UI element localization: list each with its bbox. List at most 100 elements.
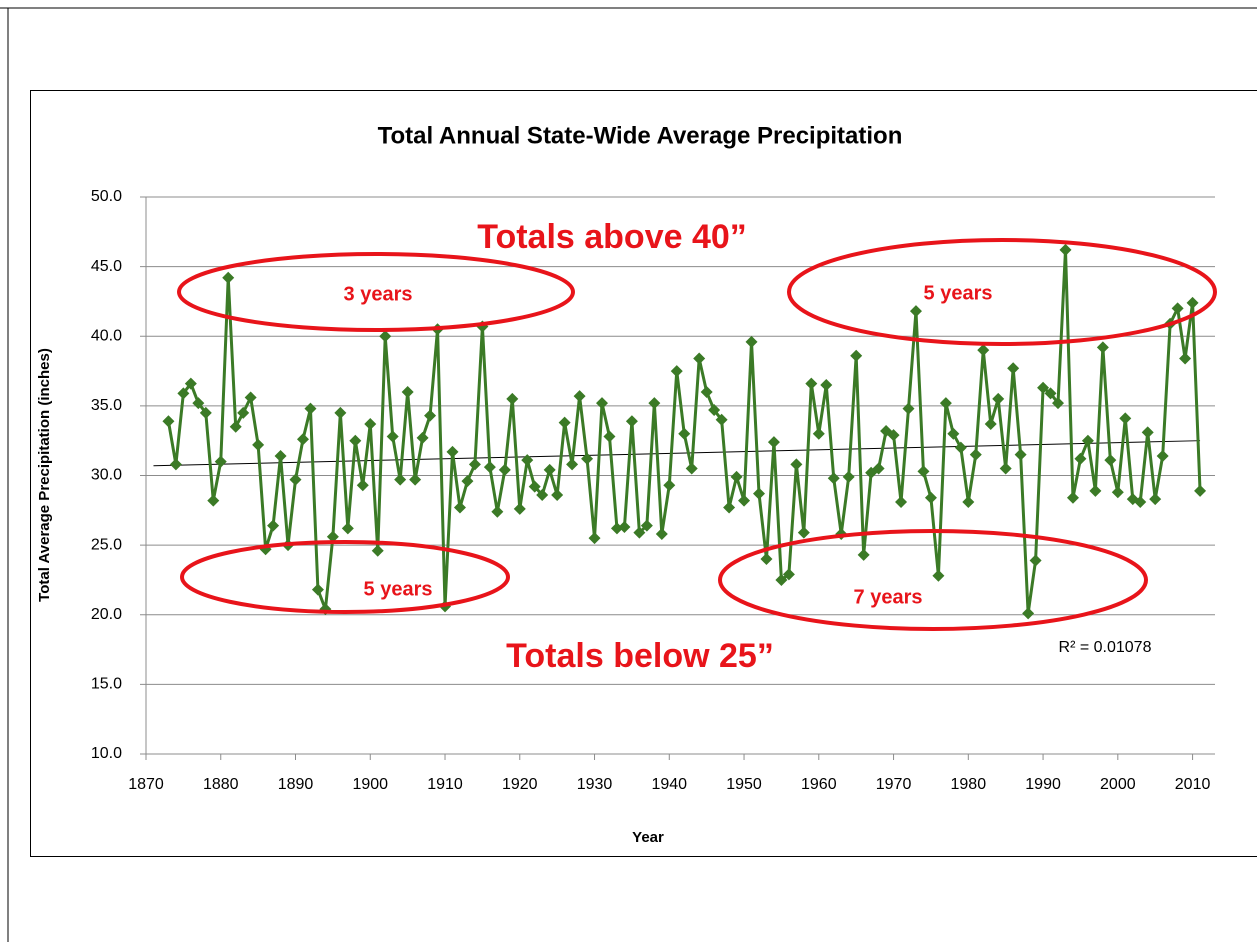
marker	[1007, 362, 1020, 375]
marker	[229, 420, 242, 433]
y-tick-label: 10.0	[91, 745, 122, 762]
marker	[603, 430, 616, 443]
marker	[386, 430, 399, 443]
x-tick-label: 1870	[128, 776, 164, 793]
marker	[296, 433, 309, 446]
x-tick-label: 1950	[726, 776, 762, 793]
marker	[1081, 434, 1094, 447]
marker	[857, 548, 870, 561]
marker	[1052, 397, 1065, 410]
x-tick-label: 2010	[1175, 776, 1211, 793]
marker	[797, 526, 810, 539]
y-tick-label: 45.0	[91, 258, 122, 275]
marker	[573, 390, 586, 403]
marker	[446, 445, 459, 458]
marker	[468, 458, 481, 471]
marker	[334, 406, 347, 419]
marker	[782, 568, 795, 581]
marker	[685, 462, 698, 475]
marker	[633, 526, 646, 539]
x-tick-label: 1900	[352, 776, 388, 793]
marker	[416, 431, 429, 444]
marker	[1134, 495, 1147, 508]
marker	[954, 441, 967, 454]
marker	[610, 522, 623, 535]
marker	[551, 488, 564, 501]
x-tick-label: 1940	[651, 776, 687, 793]
marker	[924, 491, 937, 504]
annotation: 3 years	[344, 283, 413, 305]
y-tick-label: 25.0	[91, 536, 122, 553]
marker	[775, 573, 788, 586]
marker	[872, 462, 885, 475]
marker	[1066, 491, 1079, 504]
marker	[1119, 412, 1132, 425]
ellipse	[718, 529, 1148, 631]
marker	[498, 463, 511, 476]
marker	[1141, 426, 1154, 439]
marker	[409, 473, 422, 486]
marker	[827, 472, 840, 485]
marker	[274, 450, 287, 463]
marker	[670, 365, 683, 378]
marker	[640, 519, 653, 532]
x-tick-label: 1910	[427, 776, 463, 793]
marker	[730, 470, 743, 483]
marker	[244, 391, 257, 404]
marker	[999, 462, 1012, 475]
annotation: Totals below 25”	[506, 637, 774, 675]
y-tick-label: 30.0	[91, 467, 122, 484]
marker	[715, 413, 728, 426]
marker	[289, 473, 302, 486]
marker	[618, 521, 631, 534]
marker	[842, 470, 855, 483]
marker	[745, 335, 758, 348]
y-axis-label: Total Average Precipitation (inches)	[36, 348, 53, 602]
marker	[850, 349, 863, 362]
marker	[977, 344, 990, 357]
marker	[349, 434, 362, 447]
marker	[207, 494, 220, 507]
marker	[326, 530, 339, 543]
marker	[222, 271, 235, 284]
marker	[588, 532, 601, 545]
x-tick-label: 1990	[1025, 776, 1061, 793]
chart-title: Total Annual State-Wide Average Precipit…	[378, 122, 903, 149]
annotations: Totals above 40” Totals below 25” 3 year…	[177, 218, 1217, 675]
marker	[902, 402, 915, 415]
marker	[177, 387, 190, 400]
marker	[909, 305, 922, 318]
marker	[521, 454, 534, 467]
marker	[513, 502, 526, 515]
marker	[962, 495, 975, 508]
ellipse	[787, 238, 1217, 346]
marker	[648, 397, 661, 410]
marker	[947, 427, 960, 440]
marker	[760, 553, 773, 566]
x-tick-label: 1980	[951, 776, 987, 793]
marker	[655, 527, 668, 540]
marker	[214, 455, 227, 468]
marker	[558, 416, 571, 429]
marker	[536, 488, 549, 501]
marker	[1171, 302, 1184, 315]
marker	[1096, 341, 1109, 354]
marker	[1022, 607, 1035, 620]
marker	[483, 461, 496, 474]
x-tick-label: 1920	[502, 776, 538, 793]
marker	[267, 519, 280, 532]
marker	[252, 438, 265, 451]
marker	[992, 392, 1005, 405]
y-tick-label: 50.0	[91, 188, 122, 205]
marker	[371, 544, 384, 557]
marker	[304, 402, 317, 415]
x-tick-label: 1930	[577, 776, 613, 793]
annotation: 5 years	[924, 282, 993, 304]
marker	[895, 495, 908, 508]
x-tick-label: 2000	[1100, 776, 1136, 793]
annotation: 7 years	[854, 586, 923, 608]
marker	[1179, 352, 1192, 365]
marker	[917, 465, 930, 478]
marker	[1104, 454, 1117, 467]
marker	[543, 463, 556, 476]
